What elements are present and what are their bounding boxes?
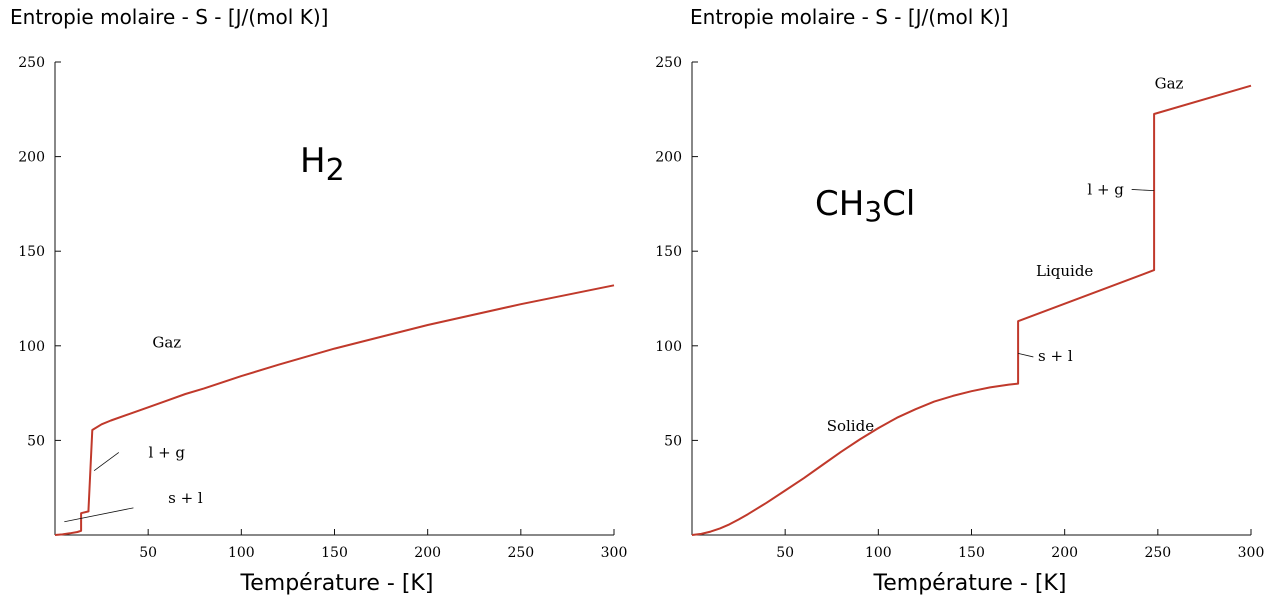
annotation-label: l + g [149, 443, 186, 461]
y-tick-label: 100 [655, 339, 682, 355]
xlabel-h2: Température - [K] [240, 571, 434, 596]
x-tick-label: 100 [865, 545, 892, 561]
x-tick-label: 150 [958, 545, 985, 561]
y-tick-label: 150 [655, 244, 682, 260]
annotation-label: l + g [1087, 180, 1124, 198]
x-tick-label: 150 [321, 545, 348, 561]
x-tick-label: 250 [507, 545, 534, 561]
x-tick-label: 300 [601, 545, 628, 561]
ylabel-ch3cl: Entropie molaire - S - [J/(mol K)] [690, 5, 1008, 29]
y-tick-label: 200 [18, 150, 45, 166]
y-tick-label: 100 [18, 339, 45, 355]
x-tick-label: 200 [1051, 545, 1078, 561]
chart-h2: Entropie molaire - S - [J/(mol K)] Tempé… [10, 5, 627, 596]
marks-ch3cl: Gaz l + g Liquide s + l Solide [691, 74, 1252, 536]
y-tick-label: 200 [655, 150, 682, 166]
y-tick-label: 50 [27, 433, 45, 449]
annotation-leader [1017, 352, 1034, 358]
annotation-label: Solide [827, 417, 875, 435]
series-line [691, 84, 1252, 536]
axes-ch3cl: 50 100 150 200 250 300 50 100 150 200 250 [655, 55, 1264, 561]
chart-ch3cl: Entropie molaire - S - [J/(mol K)] Tempé… [655, 5, 1264, 596]
series-line [54, 284, 615, 536]
x-tick-label: 200 [414, 545, 441, 561]
annotation-leader [93, 452, 120, 471]
x-tick-label: 100 [228, 545, 255, 561]
y-tick-label: 150 [18, 244, 45, 260]
x-tick-label: 300 [1238, 545, 1265, 561]
annotation-label: s + l [1038, 347, 1073, 365]
x-tick-label: 50 [139, 545, 157, 561]
annotation-label: Gaz [1155, 74, 1184, 92]
y-tick-label: 50 [664, 433, 682, 449]
xlabel-ch3cl: Température - [K] [873, 571, 1067, 596]
marks-h2: Gaz l + g s + l [54, 284, 615, 536]
y-tick-label: 250 [18, 55, 45, 71]
y-tick-label: 250 [655, 55, 682, 71]
x-tick-label: 50 [776, 545, 794, 561]
ylabel-h2: Entropie molaire - S - [J/(mol K)] [10, 5, 328, 29]
title-h2: H2 [300, 141, 345, 188]
x-tick-label: 250 [1144, 545, 1171, 561]
title-ch3cl: CH3Cl [815, 184, 915, 228]
annotation-leader [1131, 189, 1155, 192]
annotation-label: s + l [168, 489, 203, 507]
annotation-label: Gaz [152, 334, 181, 352]
annotation-label: Liquide [1036, 262, 1093, 280]
axes-h2: 50 100 150 200 250 300 50 100 150 200 250 [18, 55, 627, 561]
annotation-leader [64, 507, 134, 523]
